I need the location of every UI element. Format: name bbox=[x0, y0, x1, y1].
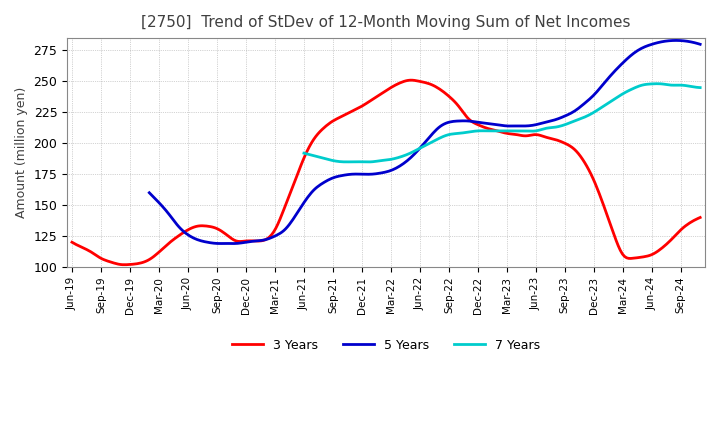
5 Years bbox=[473, 120, 482, 125]
Line: 5 Years: 5 Years bbox=[149, 40, 700, 243]
7 Years bbox=[635, 84, 644, 89]
3 Years bbox=[70, 241, 78, 246]
Title: [2750]  Trend of StDev of 12-Month Moving Sum of Net Incomes: [2750] Trend of StDev of 12-Month Moving… bbox=[141, 15, 631, 30]
5 Years bbox=[147, 192, 156, 197]
7 Years bbox=[544, 125, 552, 131]
5 Years bbox=[696, 42, 704, 47]
5 Years bbox=[145, 190, 153, 195]
7 Years bbox=[363, 159, 372, 165]
7 Years bbox=[537, 127, 546, 132]
Y-axis label: Amount (million yen): Amount (million yen) bbox=[15, 87, 28, 218]
3 Years bbox=[456, 106, 465, 111]
5 Years bbox=[672, 38, 680, 43]
3 Years bbox=[642, 254, 650, 259]
5 Years bbox=[484, 121, 492, 126]
7 Years bbox=[654, 81, 662, 86]
3 Years bbox=[406, 77, 415, 83]
3 Years bbox=[446, 95, 454, 100]
3 Years bbox=[120, 262, 129, 268]
3 Years bbox=[601, 208, 610, 213]
7 Years bbox=[536, 127, 544, 132]
Legend: 3 Years, 5 Years, 7 Years: 3 Years, 5 Years, 7 Years bbox=[227, 334, 546, 357]
5 Years bbox=[611, 68, 620, 73]
Line: 7 Years: 7 Years bbox=[304, 84, 700, 162]
7 Years bbox=[696, 85, 704, 90]
5 Years bbox=[474, 120, 483, 125]
7 Years bbox=[300, 150, 308, 156]
5 Years bbox=[228, 241, 237, 246]
3 Years bbox=[68, 239, 76, 245]
5 Years bbox=[646, 42, 654, 48]
7 Years bbox=[662, 82, 670, 87]
Line: 3 Years: 3 Years bbox=[72, 80, 700, 265]
7 Years bbox=[301, 151, 310, 156]
3 Years bbox=[444, 93, 452, 98]
3 Years bbox=[696, 215, 704, 220]
